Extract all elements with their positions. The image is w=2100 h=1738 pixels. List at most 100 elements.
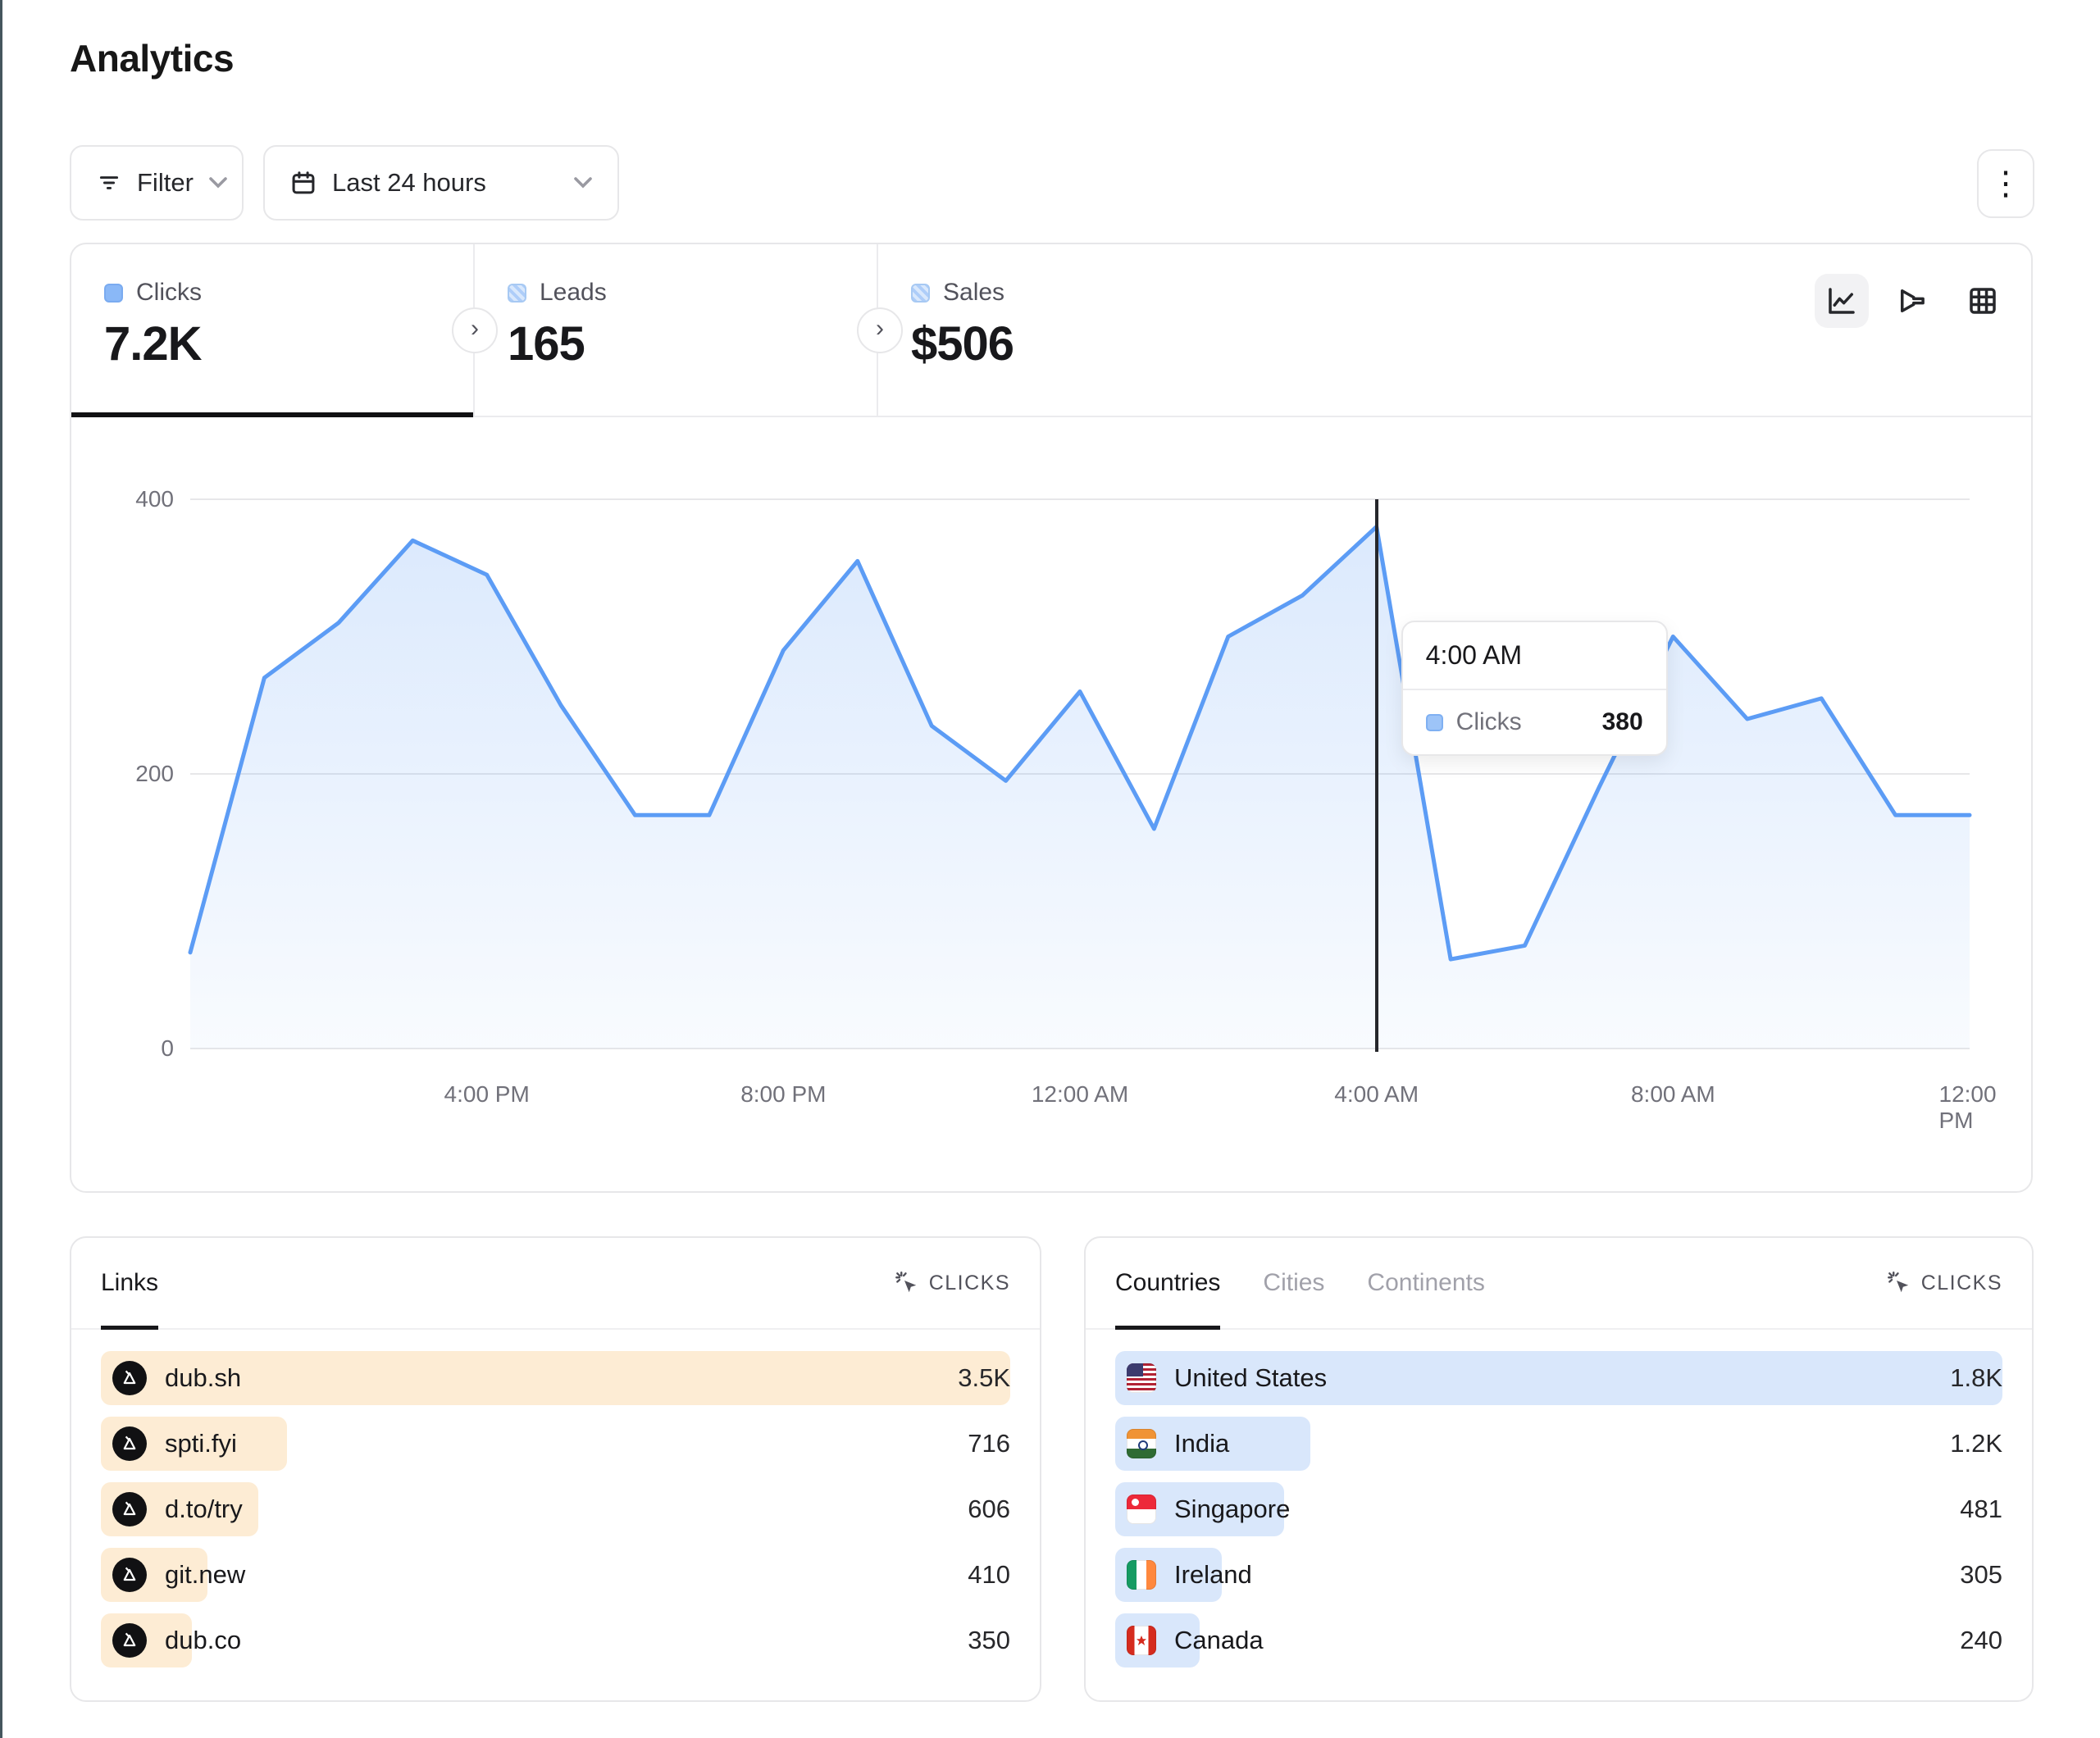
country-bar: [1115, 1351, 2002, 1405]
clicks-legend-chip: [104, 283, 123, 303]
date-range-label: Last 24 hours: [332, 168, 486, 197]
link-row[interactable]: d.to/try 606: [101, 1482, 1010, 1536]
dub-logo-icon: [112, 1426, 147, 1461]
tab-sales[interactable]: Sales $506: [878, 244, 1282, 416]
link-label: spti.fyi: [165, 1429, 237, 1458]
cursor-click-icon: [895, 1271, 919, 1295]
line-chart-icon[interactable]: [1815, 274, 1869, 328]
countries-metric-label: CLICKS: [1920, 1271, 2002, 1294]
link-value: 716: [968, 1429, 1010, 1458]
chart-tooltip: 4:00 AM Clicks 380: [1401, 621, 1668, 756]
links-panel: Links CLICKS dub.sh: [70, 1236, 1041, 1702]
countries-metric-button[interactable]: CLICKS: [1887, 1271, 2002, 1295]
link-row[interactable]: dub.sh 3.5K: [101, 1351, 1010, 1405]
link-value: 606: [968, 1495, 1010, 1523]
dub-logo-icon: [112, 1361, 147, 1395]
tooltip-series-label: Clicks: [1455, 708, 1522, 735]
country-value: 481: [1960, 1495, 2002, 1523]
links-metric-button[interactable]: CLICKS: [895, 1271, 1010, 1295]
sales-legend-chip: [911, 283, 930, 303]
links-tab-label: Links: [101, 1269, 159, 1296]
india-flag-icon: [1127, 1429, 1156, 1458]
singapore-flag-icon: [1127, 1495, 1156, 1524]
chevron-down-icon: [208, 173, 228, 193]
country-row[interactable]: Singapore 481: [1115, 1482, 2002, 1536]
canada-flag-icon: [1127, 1626, 1156, 1655]
tab-countries[interactable]: Countries: [1115, 1238, 1221, 1330]
country-value: 240: [1960, 1626, 2002, 1654]
country-label: Canada: [1174, 1626, 1264, 1654]
continents-tab-label: Continents: [1367, 1269, 1485, 1296]
links-metric-label: CLICKS: [928, 1271, 1010, 1294]
tab-clicks[interactable]: Clicks 7.2K: [71, 244, 475, 417]
dub-logo-icon: [112, 1492, 147, 1526]
dub-logo-icon: [112, 1558, 147, 1592]
sales-tab-label: Sales: [943, 279, 1005, 306]
expand-sales-button[interactable]: ›: [857, 307, 903, 353]
filter-button-label: Filter: [137, 168, 194, 197]
date-range-button[interactable]: Last 24 hours: [263, 145, 619, 221]
calendar-icon: [289, 169, 317, 197]
table-grid-icon[interactable]: [1956, 274, 2010, 328]
us-flag-icon: [1127, 1363, 1156, 1393]
stat-tabs-row: Clicks 7.2K Leads 165 Sales $506 › ›: [71, 244, 2031, 417]
cursor-click-icon: [1887, 1271, 1911, 1295]
more-options-button[interactable]: ⋮: [1977, 149, 2034, 218]
link-label: d.to/try: [165, 1495, 243, 1523]
country-label: India: [1174, 1429, 1230, 1458]
analytics-card: Clicks 7.2K Leads 165 Sales $506 › ›: [70, 243, 2033, 1193]
link-value: 3.5K: [958, 1363, 1010, 1392]
leads-legend-chip: [508, 283, 526, 303]
chevron-down-icon: [573, 173, 593, 193]
kebab-icon: ⋮: [1989, 166, 2022, 202]
country-value: 305: [1960, 1560, 2002, 1589]
sales-value: $506: [911, 317, 1014, 371]
country-row[interactable]: Canada 240: [1115, 1613, 2002, 1667]
countries-tab-label: Countries: [1115, 1269, 1221, 1296]
clicks-value: 7.2K: [104, 317, 203, 371]
tooltip-value: 380: [1601, 708, 1643, 735]
link-value: 410: [968, 1560, 1010, 1589]
chart-type-switcher: [1815, 274, 2010, 328]
country-label: Ireland: [1174, 1560, 1252, 1589]
tab-links[interactable]: Links: [101, 1238, 159, 1330]
tooltip-legend-chip: [1425, 713, 1443, 731]
link-value: 350: [968, 1626, 1010, 1654]
clicks-area-chart[interactable]: 0 200 400 4:00 PM 8:00 PM 12:00 AM 4:00 AM 8:00…: [71, 417, 2031, 1191]
funnel-icon[interactable]: [1885, 274, 1939, 328]
tab-cities[interactable]: Cities: [1263, 1238, 1324, 1328]
link-label: dub.co: [165, 1626, 242, 1654]
expand-leads-button[interactable]: ›: [452, 307, 498, 353]
country-row[interactable]: India 1.2K: [1115, 1417, 2002, 1471]
filter-button[interactable]: Filter: [70, 145, 244, 221]
tooltip-time: 4:00 AM: [1402, 622, 1666, 690]
country-value: 1.8K: [1950, 1363, 2002, 1392]
country-label: United States: [1174, 1363, 1328, 1392]
country-row[interactable]: Ireland 305: [1115, 1548, 2002, 1602]
links-list: dub.sh 3.5K spti.fyi 716 d.to/try 606: [71, 1330, 1040, 1667]
country-row[interactable]: United States 1.8K: [1115, 1351, 2002, 1405]
chart-crosshair: [1374, 499, 1378, 1052]
link-row[interactable]: spti.fyi 716: [101, 1417, 1010, 1471]
filter-icon: [96, 170, 122, 196]
link-label: dub.sh: [165, 1363, 242, 1392]
leads-value: 165: [508, 317, 585, 371]
page-title: Analytics: [70, 37, 235, 80]
chart-canvas: [188, 498, 1972, 1049]
dub-logo-icon: [112, 1623, 147, 1658]
tab-leads[interactable]: Leads 165: [475, 244, 878, 416]
clicks-tab-label: Clicks: [136, 279, 202, 306]
link-row[interactable]: dub.co 350: [101, 1613, 1010, 1667]
link-label: git.new: [165, 1560, 246, 1589]
link-bar: [101, 1351, 1010, 1405]
countries-panel: Countries Cities Continents CLICKS: [1084, 1236, 2034, 1702]
ireland-flag-icon: [1127, 1560, 1156, 1590]
link-row[interactable]: git.new 410: [101, 1548, 1010, 1602]
country-label: Singapore: [1174, 1495, 1291, 1523]
country-value: 1.2K: [1950, 1429, 2002, 1458]
cities-tab-label: Cities: [1263, 1269, 1325, 1296]
countries-list: United States 1.8K India 1.2K Singapore …: [1086, 1330, 2032, 1667]
tab-continents[interactable]: Continents: [1367, 1238, 1484, 1328]
page-edge-strip: [0, 0, 2, 1738]
